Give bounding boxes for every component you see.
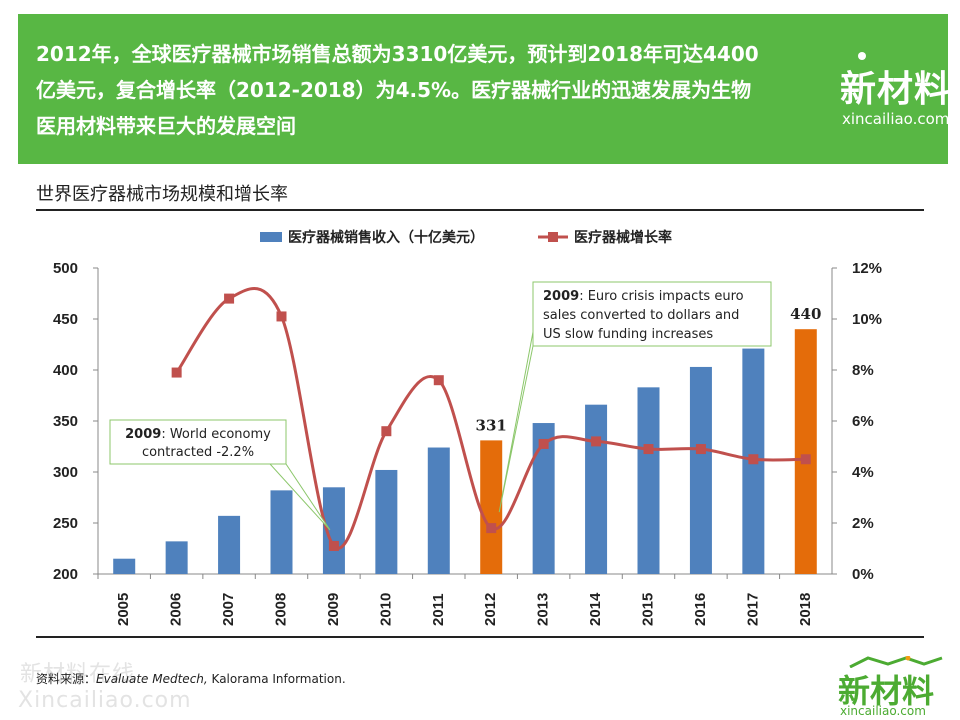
bar: [480, 440, 503, 574]
bar: [794, 329, 817, 574]
legend-line-label: 医疗器械增长率: [574, 229, 672, 246]
y-right-tick-label: 6%: [852, 413, 874, 430]
logo-en: xincailiao.com: [842, 110, 950, 128]
watermark-cn: 新材料在线: [20, 662, 136, 687]
logo-cn: 新材料: [840, 69, 952, 110]
annotation-box-1: [109, 419, 287, 465]
x-tick-label: 2011: [430, 593, 447, 626]
x-tick-label: 2010: [377, 593, 394, 626]
y-left-tick-label: 400: [53, 362, 78, 379]
y-right-tick-label: 12%: [852, 260, 882, 277]
x-tick-label: 2008: [272, 593, 289, 626]
bar: [532, 423, 555, 574]
growth-rate-marker: [695, 444, 706, 455]
legend-line-marker: [548, 232, 558, 242]
y-left-tick-label: 450: [53, 311, 78, 328]
growth-rate-marker: [171, 367, 182, 378]
banner-line-1: 2012年，全球医疗器械市场销售总额为3310亿美元，预计到2018年可达440…: [36, 42, 759, 66]
chart-title: 世界医疗器械市场规模和增长率: [36, 184, 288, 205]
source-prefix: 资料来源：: [36, 672, 97, 686]
growth-rate-marker: [328, 540, 339, 551]
annotation-text-2-line-3: US slow funding increases: [543, 327, 713, 342]
annotation-text-2-line-2: sales converted to dollars and: [543, 308, 739, 323]
growth-rate-marker: [800, 454, 811, 465]
growth-rate-marker: [591, 436, 602, 447]
footer-logo: 新材料 xincailiao.com: [838, 652, 958, 718]
x-tick-label: 2013: [535, 593, 552, 626]
annotation-box-2: [532, 281, 772, 347]
bar: [637, 387, 660, 574]
annotation-text-1-line-2: contracted -2.2%: [142, 445, 254, 460]
y-right-tick-label: 10%: [852, 311, 882, 328]
growth-rate-marker: [486, 523, 497, 534]
x-tick-label: 2012: [482, 593, 499, 626]
bar: [689, 366, 712, 574]
y-left-tick-label: 300: [53, 464, 78, 481]
bar: [322, 487, 345, 574]
annotation-pointer-2: [498, 331, 534, 513]
growth-rate-marker: [538, 438, 549, 449]
growth-rate-marker: [433, 375, 444, 386]
annotation-pointer-1: [268, 463, 331, 531]
bottom-divider: [36, 636, 924, 638]
x-tick-label: 2005: [115, 593, 132, 626]
watermark-en: Xincailiao.com: [18, 688, 192, 713]
annotation-text-1-line-1: 2009: World economy: [125, 427, 271, 442]
x-tick-label: 2018: [797, 593, 814, 626]
x-tick-label: 2009: [325, 593, 342, 626]
bar: [165, 541, 188, 574]
growth-rate-marker: [748, 454, 759, 465]
footer-logo-en: xincailiao.com: [840, 704, 926, 718]
bar: [427, 447, 450, 574]
bar: [218, 515, 241, 574]
bar: [270, 490, 293, 574]
y-right-tick-label: 2%: [852, 515, 874, 532]
bar: [113, 558, 136, 574]
y-right-tick-label: 4%: [852, 464, 874, 481]
x-tick-label: 2016: [692, 593, 709, 626]
y-left-tick-label: 200: [53, 566, 78, 583]
annotation-text-2-line-1: 2009: Euro crisis impacts euro: [543, 289, 744, 304]
source-note: 资料来源：Evaluate Medtech, Kalorama Informat…: [36, 670, 346, 687]
bar-data-label: 440: [790, 305, 821, 323]
y-left-tick-label: 250: [53, 515, 78, 532]
source-rest: Kalorama Information.: [207, 672, 346, 686]
legend-bar-label: 医疗器械销售收入（十亿美元）: [288, 229, 484, 246]
source-italic: Evaluate Medtech,: [96, 672, 208, 686]
bar: [375, 469, 398, 574]
x-tick-label: 2017: [744, 593, 761, 626]
y-right-tick-label: 8%: [852, 362, 874, 379]
x-tick-label: 2015: [639, 593, 656, 626]
growth-rate-marker: [381, 426, 392, 437]
bar-data-label: 331: [476, 416, 507, 434]
legend-bar-swatch: [260, 232, 282, 242]
title-divider: [36, 209, 924, 211]
y-right-tick-label: 0%: [852, 566, 874, 583]
bar: [585, 404, 608, 574]
header-banner: 2012年，全球医疗器械市场销售总额为3310亿美元，预计到2018年可达440…: [18, 14, 950, 164]
y-left-tick-label: 500: [53, 260, 78, 277]
x-tick-label: 2014: [587, 592, 604, 626]
roof-icon: [849, 656, 943, 668]
x-tick-label: 2006: [168, 593, 185, 626]
banner-line-2: 亿美元，复合增长率（2012-2018）为4.5%。医疗器械行业的迅速发展为生物: [36, 78, 752, 102]
growth-rate-marker: [276, 311, 287, 322]
footer-logo-cn: 新材料: [838, 672, 935, 710]
banner-text: 2012年，全球医疗器械市场销售总额为3310亿美元，预计到2018年可达440…: [36, 36, 806, 144]
growth-rate-marker: [643, 444, 654, 455]
banner-line-3: 医用材料带来巨大的发展空间: [36, 114, 296, 138]
logo-dot-icon: [858, 52, 866, 60]
y-left-tick-label: 350: [53, 413, 78, 430]
banner-logo: 新材料 xincailiao.com: [826, 52, 960, 138]
growth-rate-marker: [224, 293, 235, 304]
x-tick-label: 2007: [220, 593, 237, 626]
